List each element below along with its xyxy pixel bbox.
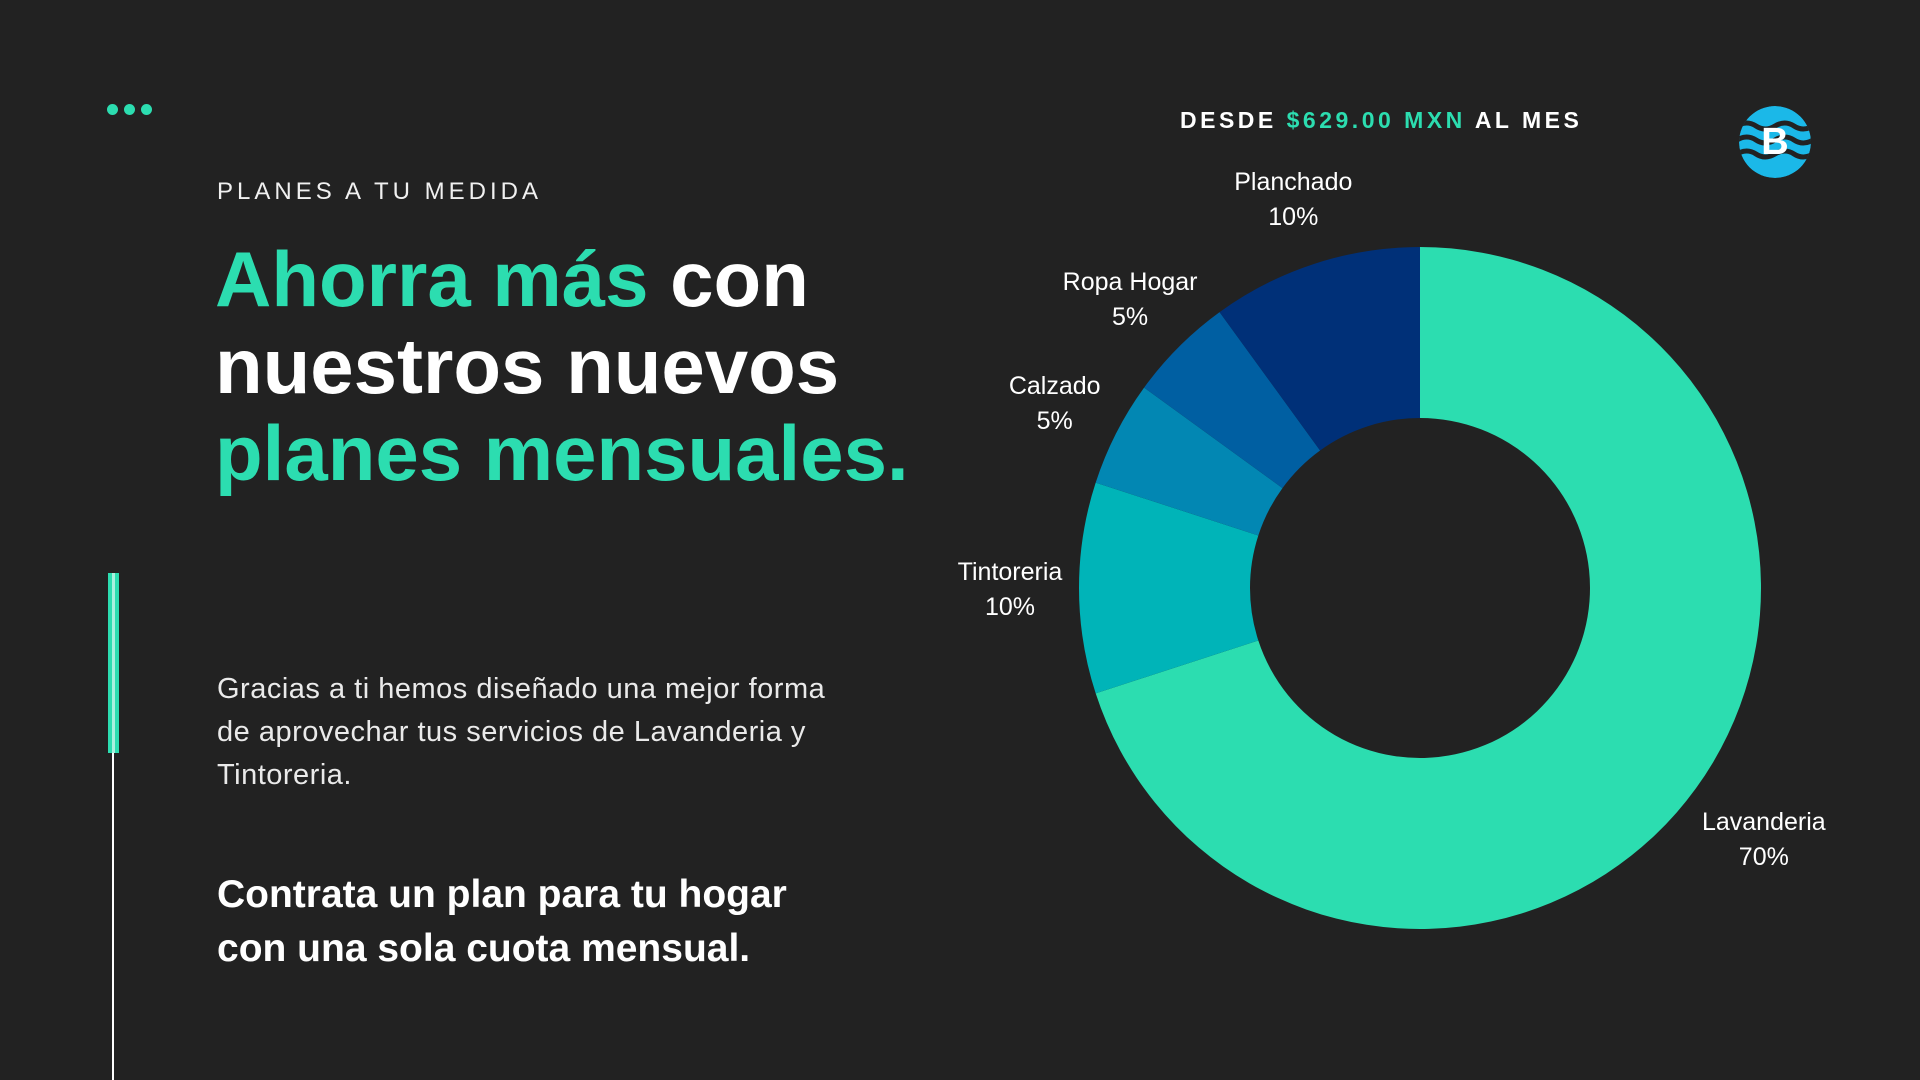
headline-accent-1: Ahorra más (215, 235, 649, 323)
slice-label-value: 5% (1112, 303, 1148, 331)
slice-label-name: Planchado (1234, 168, 1352, 196)
slice-planchado (1219, 247, 1420, 451)
slice-ropa-hogar (1144, 312, 1321, 489)
slice-label-name: Tintoreria (958, 558, 1063, 586)
price-prefix: DESDE (1180, 107, 1287, 133)
brand-logo-icon: B (1739, 106, 1811, 178)
price-suffix: AL MES (1465, 107, 1583, 133)
accent-bar (108, 573, 119, 753)
price-banner: DESDE $629.00 MXN AL MES (1180, 107, 1582, 134)
headline: Ahorra más con nuestros nuevos planes me… (215, 236, 915, 497)
headline-white-2: nuestros nuevos (215, 322, 840, 410)
headline-accent-2: planes mensuales. (215, 409, 909, 497)
slice-label-value: 10% (985, 593, 1035, 621)
headline-white-1: con (648, 235, 809, 323)
body-paragraph: Gracias a ti hemos diseñado una mejor fo… (217, 673, 826, 791)
slice-label-name: Lavanderia (1702, 808, 1826, 836)
slice-tintoreria (1079, 482, 1259, 694)
call-to-action: Contrata un plan para tu hogar con una s… (217, 873, 787, 970)
slice-calzado (1095, 387, 1283, 536)
slice-label-value: 70% (1739, 843, 1789, 871)
slice-label-name: Ropa Hogar (1063, 268, 1198, 296)
vertical-divider (112, 573, 114, 1080)
slice-lavanderia (1095, 247, 1761, 929)
price-amount: $629.00 MXN (1286, 107, 1466, 133)
slice-label-value: 5% (1037, 407, 1073, 435)
eyebrow-label: PLANES A TU MEDIDA (217, 178, 542, 205)
logo-letter: B (1761, 121, 1788, 163)
slice-label-value: 10% (1268, 203, 1318, 231)
more-dots-icon (107, 104, 152, 115)
slice-label-name: Calzado (1009, 372, 1101, 400)
